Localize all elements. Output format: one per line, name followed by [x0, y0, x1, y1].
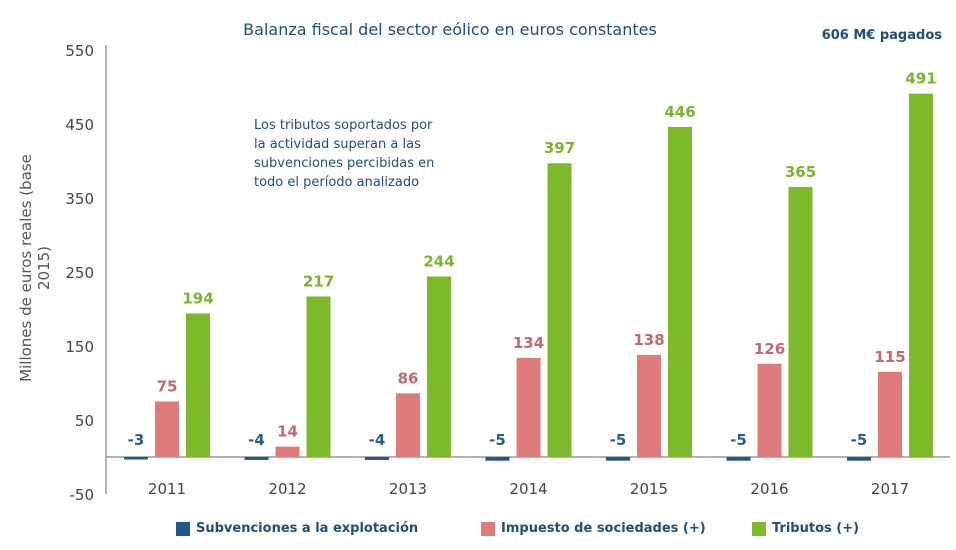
- data-label: -5: [489, 431, 506, 449]
- data-label: 14: [277, 423, 298, 441]
- y-tick-label: -50: [70, 486, 95, 504]
- bar: [155, 401, 179, 457]
- bar: [547, 163, 572, 457]
- x-tick-label: 2015: [630, 480, 668, 498]
- data-label: 491: [905, 70, 936, 88]
- data-label: 86: [398, 369, 419, 387]
- x-tick-label: 2013: [389, 480, 427, 498]
- x-tick-label: 2016: [750, 480, 788, 498]
- data-label: 446: [664, 103, 695, 121]
- data-label: -5: [610, 431, 627, 449]
- bar: [186, 313, 210, 457]
- bar: [726, 457, 751, 461]
- data-label: -3: [128, 431, 145, 449]
- y-tick-label: 50: [75, 412, 94, 430]
- bar: [427, 276, 451, 457]
- legend-swatch: [752, 521, 766, 536]
- data-label: 244: [423, 252, 454, 270]
- bar: [485, 457, 510, 461]
- x-tick-label: 2014: [509, 480, 547, 498]
- bar: [244, 457, 269, 460]
- x-tick-label: 2017: [871, 480, 909, 498]
- bar: [847, 457, 871, 461]
- bar: [637, 354, 661, 457]
- bar: [909, 93, 933, 457]
- bar: [788, 186, 813, 457]
- bar: [124, 457, 148, 460]
- y-tick-label: 350: [65, 190, 94, 208]
- legend-swatch: [481, 521, 495, 536]
- x-tick-label: 2011: [148, 480, 186, 498]
- legend-item-subvenciones: Subvenciones a la explotación: [176, 521, 418, 536]
- bar: [306, 296, 331, 457]
- data-label: -5: [851, 431, 868, 449]
- bar: [516, 357, 541, 457]
- legend-item-impuesto: Impuesto de sociedades (+): [481, 521, 706, 536]
- bar: [275, 446, 300, 457]
- x-tick-label: 2012: [268, 480, 306, 498]
- y-tick-label: 550: [65, 42, 94, 60]
- bar: [878, 371, 902, 457]
- data-label: 126: [754, 340, 785, 358]
- y-tick-label: 150: [65, 338, 94, 356]
- note-annotation: Los tributos soportados por la actividad…: [254, 118, 435, 190]
- legend-item-tributos: Tributos (+): [752, 521, 859, 536]
- data-label: 365: [785, 163, 816, 181]
- data-label: 217: [303, 272, 334, 290]
- data-label: 115: [874, 348, 905, 366]
- legend-swatch: [176, 521, 190, 536]
- legend-label: Tributos (+): [772, 521, 860, 536]
- legend-label: Impuesto de sociedades (+): [501, 521, 706, 536]
- y-tick-label: 250: [65, 264, 94, 282]
- bar: [757, 363, 782, 457]
- data-label: 194: [182, 289, 213, 307]
- data-label: -5: [730, 431, 747, 449]
- data-label: 75: [157, 378, 178, 396]
- data-label: -4: [248, 431, 265, 449]
- bar: [365, 457, 389, 460]
- chart-title: Balanza fiscal del sector eólico en euro…: [243, 20, 657, 39]
- bar: [396, 393, 420, 457]
- bar: [668, 126, 692, 458]
- total-paid-annotation: 606 M€ pagados: [821, 28, 942, 43]
- legend-label: Subvenciones a la explotación: [196, 521, 419, 536]
- data-label: -4: [369, 431, 386, 449]
- bar: [606, 457, 630, 461]
- y-tick-label: 450: [65, 116, 94, 134]
- legend: Subvenciones a la explotación Impuesto d…: [0, 521, 956, 541]
- data-label: 138: [633, 331, 664, 349]
- data-label: 134: [513, 334, 544, 352]
- data-label: 397: [544, 139, 575, 157]
